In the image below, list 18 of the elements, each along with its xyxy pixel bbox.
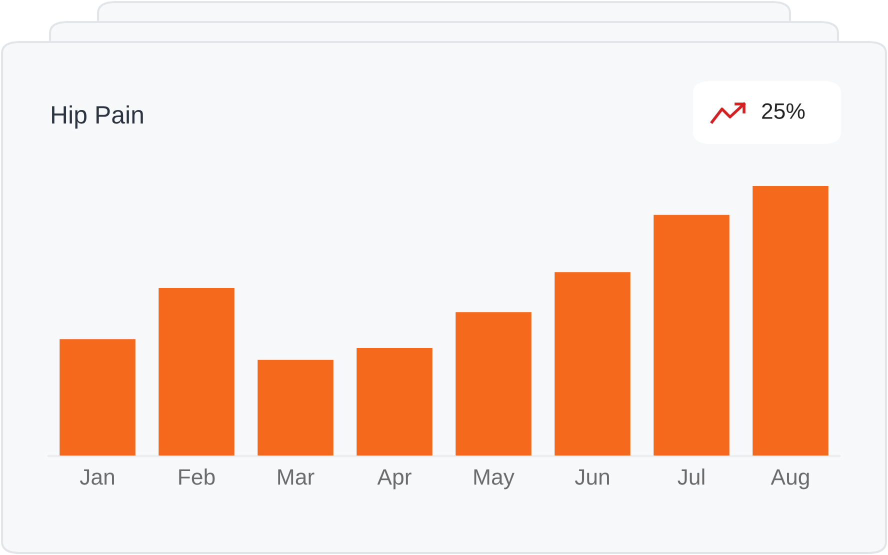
x-tick-label: May <box>474 469 514 490</box>
bar <box>356 348 432 456</box>
text: 25% <box>762 103 805 119</box>
x-tick-label: Jun <box>574 469 609 485</box>
bar <box>752 186 828 456</box>
bar <box>258 360 334 456</box>
x-tick-label: Apr <box>377 469 412 490</box>
chart-title: Hip Pain <box>52 105 143 129</box>
bar <box>158 288 234 456</box>
x-tick-label: Feb <box>179 468 215 485</box>
bar <box>654 214 730 456</box>
x-tick-label: Jul <box>678 468 704 485</box>
x-tick-label: Aug <box>770 469 809 490</box>
bar <box>60 339 136 456</box>
x-tick-label: Jan <box>80 469 114 485</box>
bar <box>456 312 532 456</box>
x-tick-label: Mar <box>278 469 314 485</box>
bar <box>554 272 630 456</box>
